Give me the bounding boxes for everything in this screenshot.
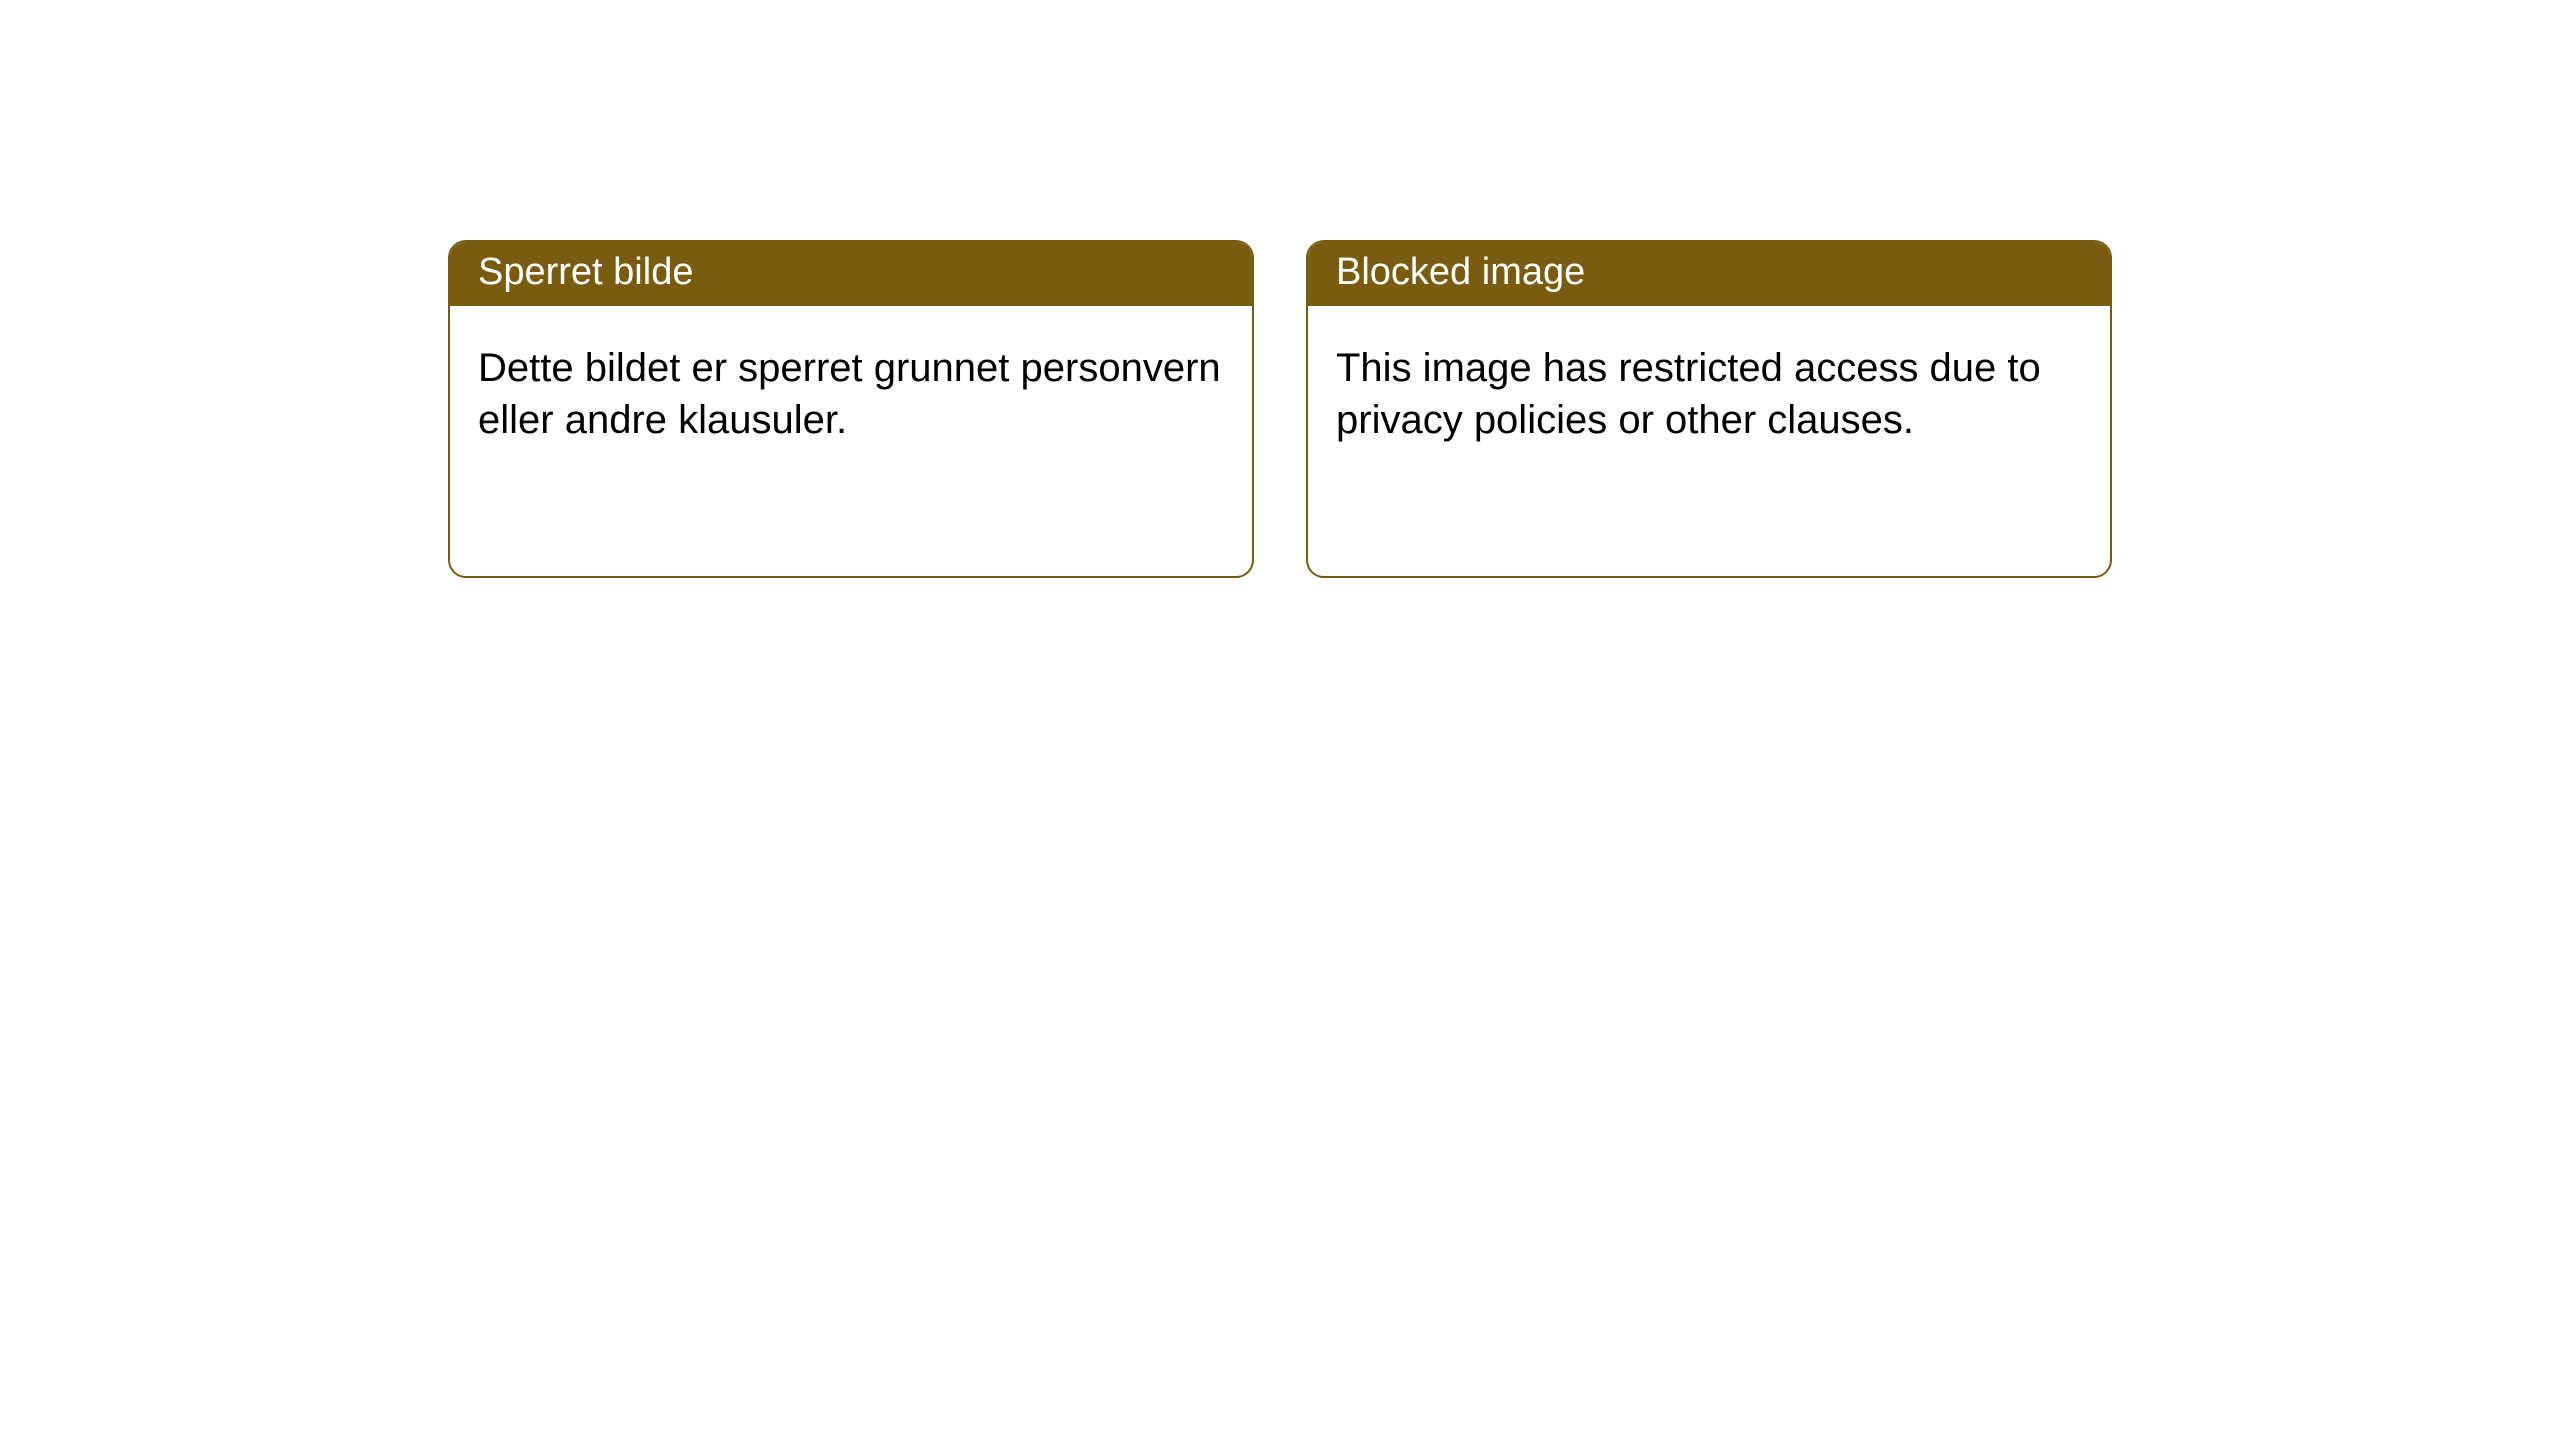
notice-header: Blocked image xyxy=(1308,242,2110,306)
notice-container: Sperret bilde Dette bildet er sperret gr… xyxy=(0,0,2560,578)
notice-box-english: Blocked image This image has restricted … xyxy=(1306,240,2112,578)
notice-body: This image has restricted access due to … xyxy=(1308,306,2110,468)
notice-body: Dette bildet er sperret grunnet personve… xyxy=(450,306,1252,468)
notice-header: Sperret bilde xyxy=(450,242,1252,306)
notice-box-norwegian: Sperret bilde Dette bildet er sperret gr… xyxy=(448,240,1254,578)
